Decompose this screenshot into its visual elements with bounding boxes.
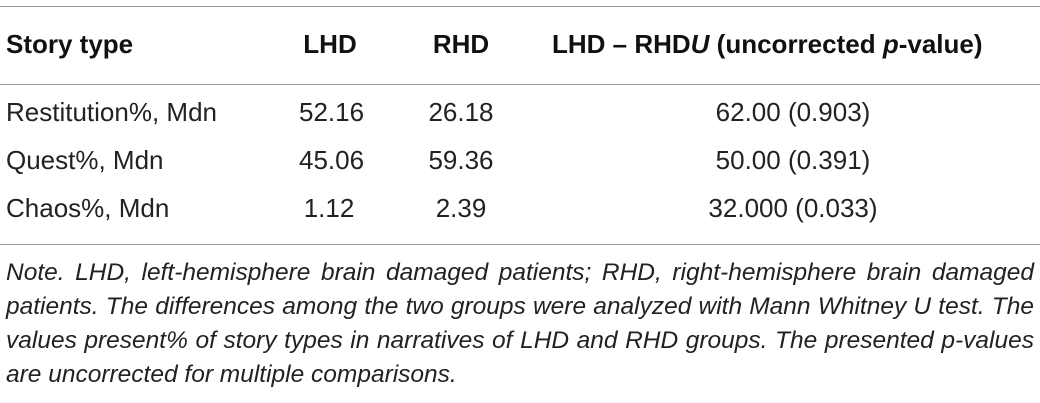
header-diff-p: p xyxy=(882,29,899,59)
header-diff-prefix: LHD – RHD xyxy=(552,29,691,59)
header-story-type: Story type xyxy=(6,29,134,59)
header-rhd: RHD xyxy=(432,29,490,59)
row-chaos-type: Chaos%, Mdn xyxy=(6,193,170,223)
row-restitution-rhd: 26.18 xyxy=(428,97,494,127)
row-quest-type: Quest%, Mdn xyxy=(6,145,164,175)
row-restitution-type: Restitution%, Mdn xyxy=(6,97,217,127)
table-note: Note. LHD, left-hemisphere brain damaged… xyxy=(6,259,1034,388)
header-rule xyxy=(0,84,1040,85)
row-quest-diff: 50.00 (0.391) xyxy=(715,145,871,175)
header-lhd: LHD xyxy=(303,29,357,59)
header-diff-u: U xyxy=(690,29,710,59)
top-rule xyxy=(0,6,1040,7)
header-diff-suffix: -value) xyxy=(898,29,983,59)
bottom-rule xyxy=(0,244,1040,245)
row-restitution-lhd: 52.16 xyxy=(299,97,365,127)
row-chaos-diff: 32.000 (0.033) xyxy=(708,193,878,223)
header-diff-mid: (uncorrected xyxy=(709,29,883,59)
row-chaos-lhd: 1.12 xyxy=(303,193,355,223)
row-chaos-rhd: 2.39 xyxy=(435,193,487,223)
row-quest-lhd: 45.06 xyxy=(299,145,365,175)
header-lhd-rhd-u: LHD – RHDU (uncorrected p-value) xyxy=(552,28,1038,60)
row-quest-rhd: 59.36 xyxy=(428,145,494,175)
row-restitution-diff: 62.00 (0.903) xyxy=(715,97,871,127)
